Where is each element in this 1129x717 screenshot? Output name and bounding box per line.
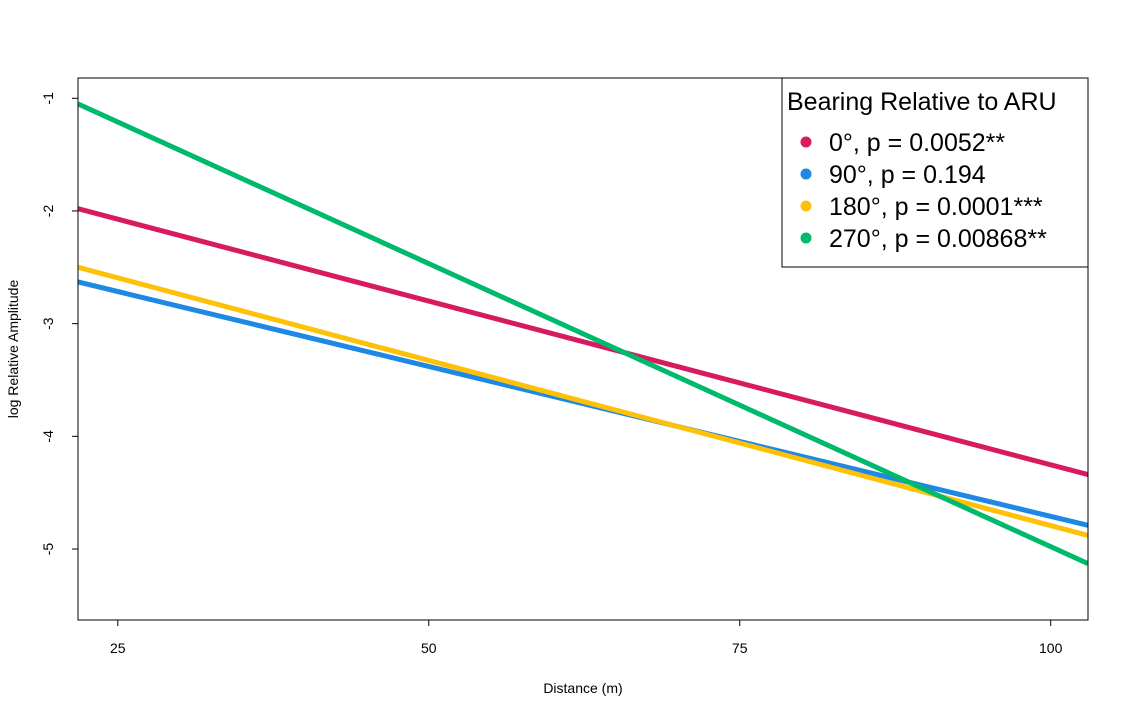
legend-swatch: [800, 200, 812, 212]
x-tick-label: 100: [1039, 640, 1063, 656]
legend-swatch: [800, 136, 812, 148]
legend-label: 180°, p = 0.0001***: [829, 193, 1043, 221]
series-line-2: [78, 264, 1088, 538]
legend-title: Bearing Relative to ARU: [787, 88, 1057, 116]
series-line-3: [78, 101, 1088, 566]
legend-items: 0°, p = 0.0052** 90°, p = 0.194 180°, p = …: [800, 129, 1047, 253]
x-tick-label: 75: [732, 640, 748, 656]
plot-lines: [78, 101, 1088, 566]
legend-label: 90°, p = 0.194: [829, 161, 986, 189]
legend-label: 270°, p = 0.00868**: [829, 225, 1047, 253]
y-tick-label: -3: [40, 317, 56, 330]
x-tick-label: 50: [421, 640, 437, 656]
y-tick-label: -5: [40, 543, 56, 556]
y-tick-label: -1: [40, 92, 56, 105]
x-axis-title: Distance (m): [543, 680, 622, 696]
legend-swatch: [800, 168, 812, 180]
legend-swatch: [800, 232, 812, 244]
x-tick-label: 25: [110, 640, 126, 656]
legend: Bearing Relative to ARU 0°, p = 0.0052**…: [781, 77, 1089, 268]
x-axis: 25 50 75 100: [110, 620, 1063, 656]
legend-box: [781, 77, 1089, 268]
y-tick-label: -4: [40, 430, 56, 443]
legend-label: 0°, p = 0.0052**: [829, 129, 1005, 157]
y-tick-label: -2: [40, 205, 56, 218]
y-axis-title: log Relative Amplitude: [5, 280, 21, 419]
series-line-0: [78, 206, 1088, 478]
y-axis: -1 -2 -3 -4 -5: [40, 92, 78, 555]
plot-frame: [77, 77, 1089, 621]
